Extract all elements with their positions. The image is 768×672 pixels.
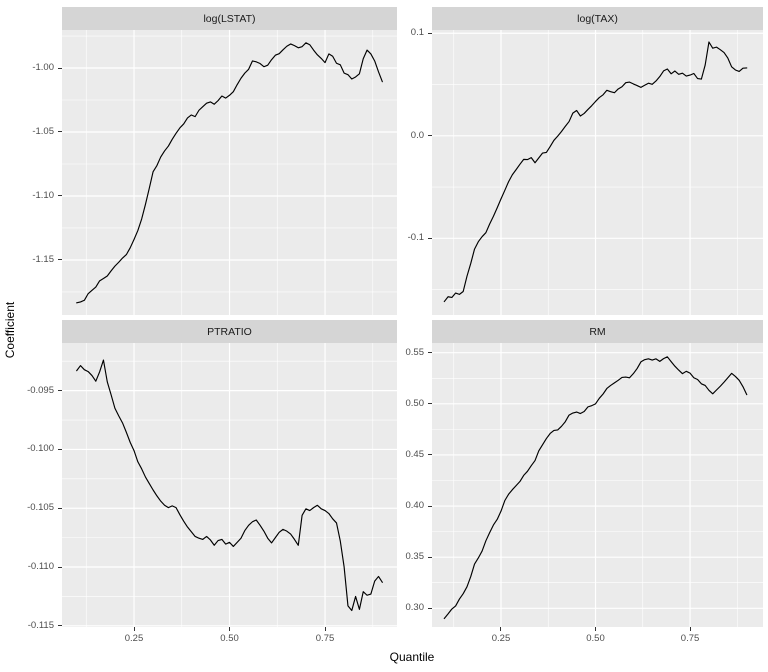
y-tick-label: 0.35 xyxy=(405,551,425,563)
y-tick-label: -0.1 xyxy=(407,232,424,244)
x-tick-label: 0.50 xyxy=(220,633,239,644)
facet-title-log-tax: log(TAX) xyxy=(577,12,618,25)
panel-ptratio xyxy=(62,343,397,627)
y-tick-mark xyxy=(428,403,432,405)
y-tick-mark xyxy=(58,625,62,627)
x-tick-label: 0.50 xyxy=(586,633,605,644)
series-line-ptratio xyxy=(76,359,383,612)
y-tick-mark xyxy=(58,448,62,450)
y-tick-label: 0.0 xyxy=(410,129,424,141)
x-tick-label: 0.25 xyxy=(491,633,511,644)
y-tick-label: -1.10 xyxy=(32,189,54,201)
facet-strip-log-lstat: log(LSTAT) xyxy=(62,7,397,30)
y-axis-title: Coefficient xyxy=(3,301,17,359)
x-tick-label: 0.75 xyxy=(680,633,700,644)
y-tick-mark xyxy=(58,259,62,261)
panel-log-tax xyxy=(432,30,763,315)
x-tick-mark xyxy=(229,627,231,631)
y-tick-label: -0.105 xyxy=(27,502,54,514)
y-tick-mark xyxy=(58,507,62,509)
y-tick-mark xyxy=(428,135,432,137)
y-tick-mark xyxy=(428,556,432,558)
y-tick-mark xyxy=(58,67,62,69)
x-tick-mark xyxy=(689,627,691,631)
y-tick-mark xyxy=(428,32,432,34)
y-tick-label: -0.110 xyxy=(27,561,54,573)
x-tick-mark xyxy=(324,627,326,631)
x-tick-label: 0.25 xyxy=(124,633,144,644)
y-tick-label: 0.50 xyxy=(405,397,425,409)
y-tick-label: -0.115 xyxy=(27,619,54,631)
facet-title-ptratio: PTRATIO xyxy=(207,325,252,338)
y-tick-label: -0.100 xyxy=(27,443,54,455)
y-tick-mark xyxy=(428,505,432,507)
series-line-log-lstat xyxy=(76,42,383,304)
x-tick-mark xyxy=(595,627,596,631)
facet-title-log-lstat: log(LSTAT) xyxy=(203,12,256,25)
y-tick-mark xyxy=(428,454,432,456)
facet-strip-rm: RM xyxy=(432,320,763,343)
y-tick-label: -0.095 xyxy=(27,384,54,396)
y-tick-label: -1.15 xyxy=(32,253,54,265)
y-tick-label: 0.55 xyxy=(405,346,425,358)
x-axis-title: Quantile xyxy=(389,650,435,664)
panel-background xyxy=(432,343,763,627)
y-tick-label: 0.1 xyxy=(410,27,424,39)
panel-rm xyxy=(432,343,763,627)
panel-background xyxy=(432,30,763,315)
y-tick-label: 0.40 xyxy=(405,500,425,512)
y-tick-mark xyxy=(58,195,62,197)
y-tick-mark xyxy=(428,352,432,354)
y-tick-label: -1.05 xyxy=(32,125,54,137)
x-tick-mark xyxy=(133,627,135,631)
y-tick-label: 0.30 xyxy=(405,602,425,614)
y-tick-label: -1.00 xyxy=(32,62,54,73)
x-tick-label: 0.75 xyxy=(315,633,335,644)
y-tick-mark xyxy=(58,566,62,568)
facet-title-rm: RM xyxy=(589,325,606,338)
y-tick-mark xyxy=(428,607,432,609)
y-tick-mark xyxy=(428,237,432,239)
facet-strip-ptratio: PTRATIO xyxy=(62,320,397,343)
facet-strip-log-tax: log(TAX) xyxy=(432,7,763,30)
x-tick-mark xyxy=(500,627,502,631)
y-tick-mark xyxy=(58,131,62,133)
panel-log-lstat xyxy=(62,30,397,315)
y-tick-mark xyxy=(58,390,62,392)
series-line-rm xyxy=(443,356,748,620)
y-tick-label: 0.45 xyxy=(405,448,425,460)
series-line-log-tax xyxy=(443,41,748,303)
